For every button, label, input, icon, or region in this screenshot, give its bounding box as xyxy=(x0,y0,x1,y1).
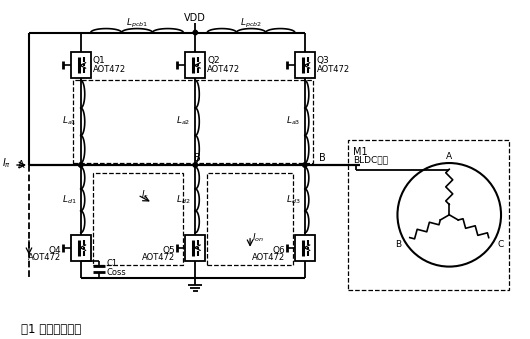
Text: Q2: Q2 xyxy=(207,56,220,65)
Bar xyxy=(71,235,91,261)
Text: Q3: Q3 xyxy=(317,56,330,65)
Text: Q4: Q4 xyxy=(48,246,61,255)
Text: $L_{d1}$: $L_{d1}$ xyxy=(61,194,76,206)
Bar xyxy=(295,53,315,78)
Circle shape xyxy=(303,163,307,167)
Bar xyxy=(71,53,91,78)
Text: AOT472: AOT472 xyxy=(28,253,61,262)
Bar xyxy=(186,53,205,78)
Text: $L_{pcb1}$: $L_{pcb1}$ xyxy=(126,17,147,30)
Text: AOT472: AOT472 xyxy=(142,253,175,262)
Text: Coss: Coss xyxy=(107,268,126,277)
Text: M1: M1 xyxy=(352,147,367,157)
Text: $L_{a2}$: $L_{a2}$ xyxy=(176,115,190,127)
Text: C1: C1 xyxy=(107,259,118,268)
Text: $I_{c}$: $I_{c}$ xyxy=(142,188,149,201)
Text: AOT472: AOT472 xyxy=(252,253,285,262)
Text: BLDC马达: BLDC马达 xyxy=(352,156,387,164)
Bar xyxy=(348,140,509,290)
Text: AOT472: AOT472 xyxy=(207,65,241,74)
Bar xyxy=(93,173,183,265)
Text: B: B xyxy=(395,240,401,249)
Text: B: B xyxy=(194,153,201,163)
Bar xyxy=(186,235,205,261)
Bar xyxy=(73,80,313,163)
Text: $I_{π}$: $I_{π}$ xyxy=(2,156,11,170)
Bar xyxy=(295,235,315,261)
Text: 图1 桥式拓扑电路: 图1 桥式拓扑电路 xyxy=(21,323,81,336)
Text: B: B xyxy=(320,153,326,163)
Text: VDD: VDD xyxy=(184,13,206,23)
Circle shape xyxy=(193,163,198,167)
Text: $L_{a3}$: $L_{a3}$ xyxy=(286,115,300,127)
Bar xyxy=(207,173,293,265)
Text: AOT472: AOT472 xyxy=(93,65,126,74)
Text: $L_{d2}$: $L_{d2}$ xyxy=(176,194,191,206)
Text: AOT472: AOT472 xyxy=(317,65,350,74)
Text: $L_{a1}$: $L_{a1}$ xyxy=(61,115,76,127)
Text: Q6: Q6 xyxy=(272,246,285,255)
Circle shape xyxy=(193,31,198,35)
Text: Q5: Q5 xyxy=(163,246,175,255)
Text: $L_{pcb2}$: $L_{pcb2}$ xyxy=(240,17,262,30)
Text: A: A xyxy=(17,160,24,170)
Circle shape xyxy=(78,163,83,167)
Text: $L_{d3}$: $L_{d3}$ xyxy=(286,194,300,206)
Text: A: A xyxy=(446,152,452,161)
Text: Q1: Q1 xyxy=(93,56,105,65)
Text: C: C xyxy=(497,240,504,249)
Text: $I_{on}$: $I_{on}$ xyxy=(252,232,264,244)
